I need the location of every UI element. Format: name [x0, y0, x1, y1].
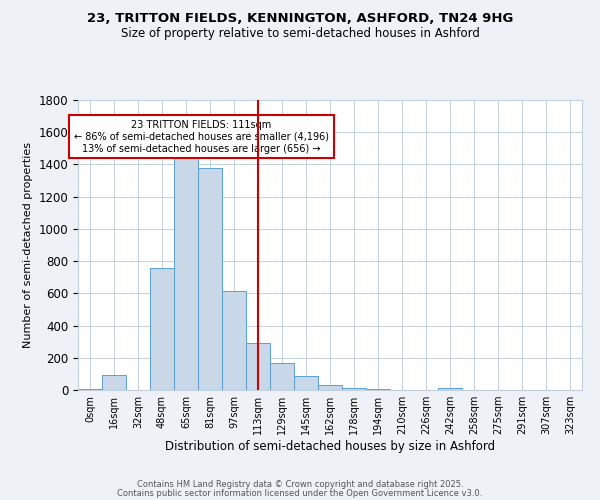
X-axis label: Distribution of semi-detached houses by size in Ashford: Distribution of semi-detached houses by … — [165, 440, 495, 453]
Bar — [222, 291, 246, 390]
Bar — [174, 156, 198, 390]
Text: 23, TRITTON FIELDS, KENNINGTON, ASHFORD, TN24 9HG: 23, TRITTON FIELDS, KENNINGTON, ASHFORD,… — [87, 12, 513, 26]
Bar — [102, 374, 126, 390]
Bar — [294, 376, 318, 390]
Bar — [318, 386, 342, 390]
Bar — [342, 388, 366, 390]
Bar — [270, 362, 294, 390]
Text: 23 TRITTON FIELDS: 111sqm
← 86% of semi-detached houses are smaller (4,196)
13% : 23 TRITTON FIELDS: 111sqm ← 86% of semi-… — [74, 120, 329, 154]
Bar — [150, 268, 174, 390]
Y-axis label: Number of semi-detached properties: Number of semi-detached properties — [23, 142, 33, 348]
Text: Size of property relative to semi-detached houses in Ashford: Size of property relative to semi-detach… — [121, 28, 479, 40]
Bar — [246, 344, 270, 390]
Bar — [198, 168, 222, 390]
Bar — [438, 388, 462, 390]
Bar — [78, 389, 102, 390]
Text: Contains public sector information licensed under the Open Government Licence v3: Contains public sector information licen… — [118, 489, 482, 498]
Text: Contains HM Land Registry data © Crown copyright and database right 2025.: Contains HM Land Registry data © Crown c… — [137, 480, 463, 489]
